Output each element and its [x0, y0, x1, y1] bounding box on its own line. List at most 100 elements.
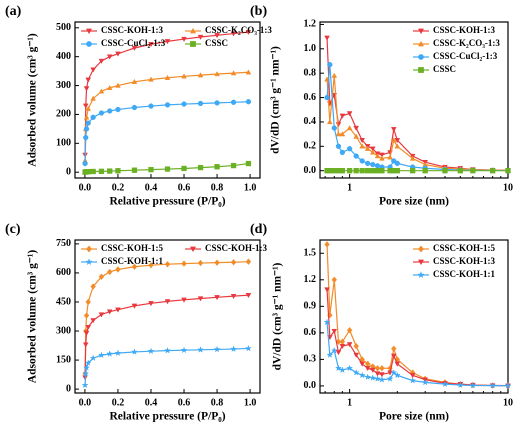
marker — [214, 295, 220, 301]
legend-marker — [86, 245, 92, 253]
marker — [346, 125, 353, 131]
marker — [346, 146, 353, 152]
y-tick-label: 1.5 — [304, 248, 317, 259]
marker — [131, 104, 138, 111]
marker — [370, 168, 376, 174]
x-axis-title: Pore size (nm) — [379, 196, 449, 208]
marker — [85, 298, 91, 306]
marker — [379, 152, 385, 158]
x-tick-label: 0.0 — [79, 397, 92, 408]
marker — [197, 296, 204, 302]
marker — [390, 353, 397, 359]
marker — [148, 76, 154, 82]
legend-marker — [418, 67, 424, 73]
marker — [245, 160, 252, 167]
marker — [331, 72, 338, 78]
marker — [230, 99, 237, 105]
series-line — [84, 347, 249, 386]
marker — [374, 364, 381, 372]
legend-marker — [189, 27, 197, 34]
marker — [148, 166, 154, 173]
marker — [85, 324, 92, 331]
series-line — [84, 31, 249, 155]
marker — [197, 346, 205, 353]
marker — [214, 71, 220, 77]
series-line — [84, 101, 249, 164]
marker — [386, 375, 394, 382]
marker — [490, 168, 496, 174]
legend-label: CSSC-KOH-1:3 — [101, 25, 164, 35]
marker — [359, 361, 365, 367]
marker — [115, 307, 121, 313]
marker — [378, 376, 386, 383]
marker — [230, 70, 237, 76]
marker — [379, 364, 385, 372]
plot-frame — [74, 21, 261, 179]
marker — [346, 326, 353, 334]
series-line — [84, 261, 249, 374]
marker — [409, 155, 416, 161]
x-axis-title: Relative pressure (P/P₀) — [109, 411, 225, 423]
marker — [83, 134, 89, 141]
x-tick-label: 0.8 — [211, 182, 224, 193]
y-tick-label: 0.6 — [304, 327, 317, 338]
marker — [324, 94, 330, 101]
x-tick-label: 10 — [503, 182, 513, 193]
y-tick-label: 300 — [56, 325, 71, 336]
marker — [323, 318, 331, 326]
marker — [197, 259, 204, 267]
x-tick-label: 10 — [503, 397, 513, 408]
marker — [442, 168, 448, 174]
marker — [245, 29, 252, 36]
marker — [107, 168, 113, 174]
marker — [324, 35, 330, 41]
x-tick-label: 0.2 — [112, 397, 125, 408]
legend-label: CSSC-KOH-1:5 — [433, 243, 496, 253]
x-tick-label: 0.6 — [178, 182, 191, 193]
legend-label: CSSC-KOH-1:3 — [433, 25, 496, 35]
legend-marker — [418, 54, 424, 60]
marker — [197, 100, 204, 107]
marker — [82, 103, 89, 109]
marker — [359, 138, 365, 144]
marker — [82, 369, 90, 377]
marker — [391, 345, 397, 353]
marker — [394, 143, 401, 149]
marker — [83, 364, 91, 371]
y-tick-label: 0 — [66, 383, 71, 394]
x-tick-label: 1.0 — [244, 182, 257, 193]
series-line — [326, 289, 509, 387]
marker — [90, 114, 96, 120]
marker — [244, 344, 252, 352]
marker — [339, 149, 346, 156]
legend-marker — [86, 41, 92, 47]
marker — [324, 241, 330, 248]
marker — [106, 54, 113, 60]
marker — [379, 372, 385, 378]
marker — [85, 168, 91, 175]
marker — [346, 364, 354, 372]
marker — [98, 273, 105, 281]
marker — [107, 108, 113, 114]
marker — [364, 373, 372, 381]
marker — [441, 380, 449, 388]
marker — [214, 164, 220, 170]
marker — [245, 293, 252, 299]
legend-label: CSSC-KOH-1:3 — [205, 243, 268, 253]
marker — [369, 146, 376, 152]
marker — [245, 99, 252, 105]
y-tick-label: 400 — [56, 51, 71, 62]
marker — [115, 106, 121, 113]
y-axis-title: Adsorbed volume (cm³ g⁻¹) — [27, 250, 39, 384]
y-tick-label: 150 — [56, 354, 71, 365]
marker — [327, 62, 333, 68]
legend-label: CSSC — [433, 64, 456, 74]
y-axis-title: dV/dD (cm³ g⁻¹ nm⁻¹) — [270, 46, 282, 154]
legend-marker — [189, 246, 197, 253]
x-axis-title: Relative pressure (P/P₀) — [109, 196, 225, 208]
legend-marker — [85, 258, 93, 266]
marker — [394, 160, 400, 167]
marker — [98, 168, 105, 175]
marker — [469, 381, 477, 389]
